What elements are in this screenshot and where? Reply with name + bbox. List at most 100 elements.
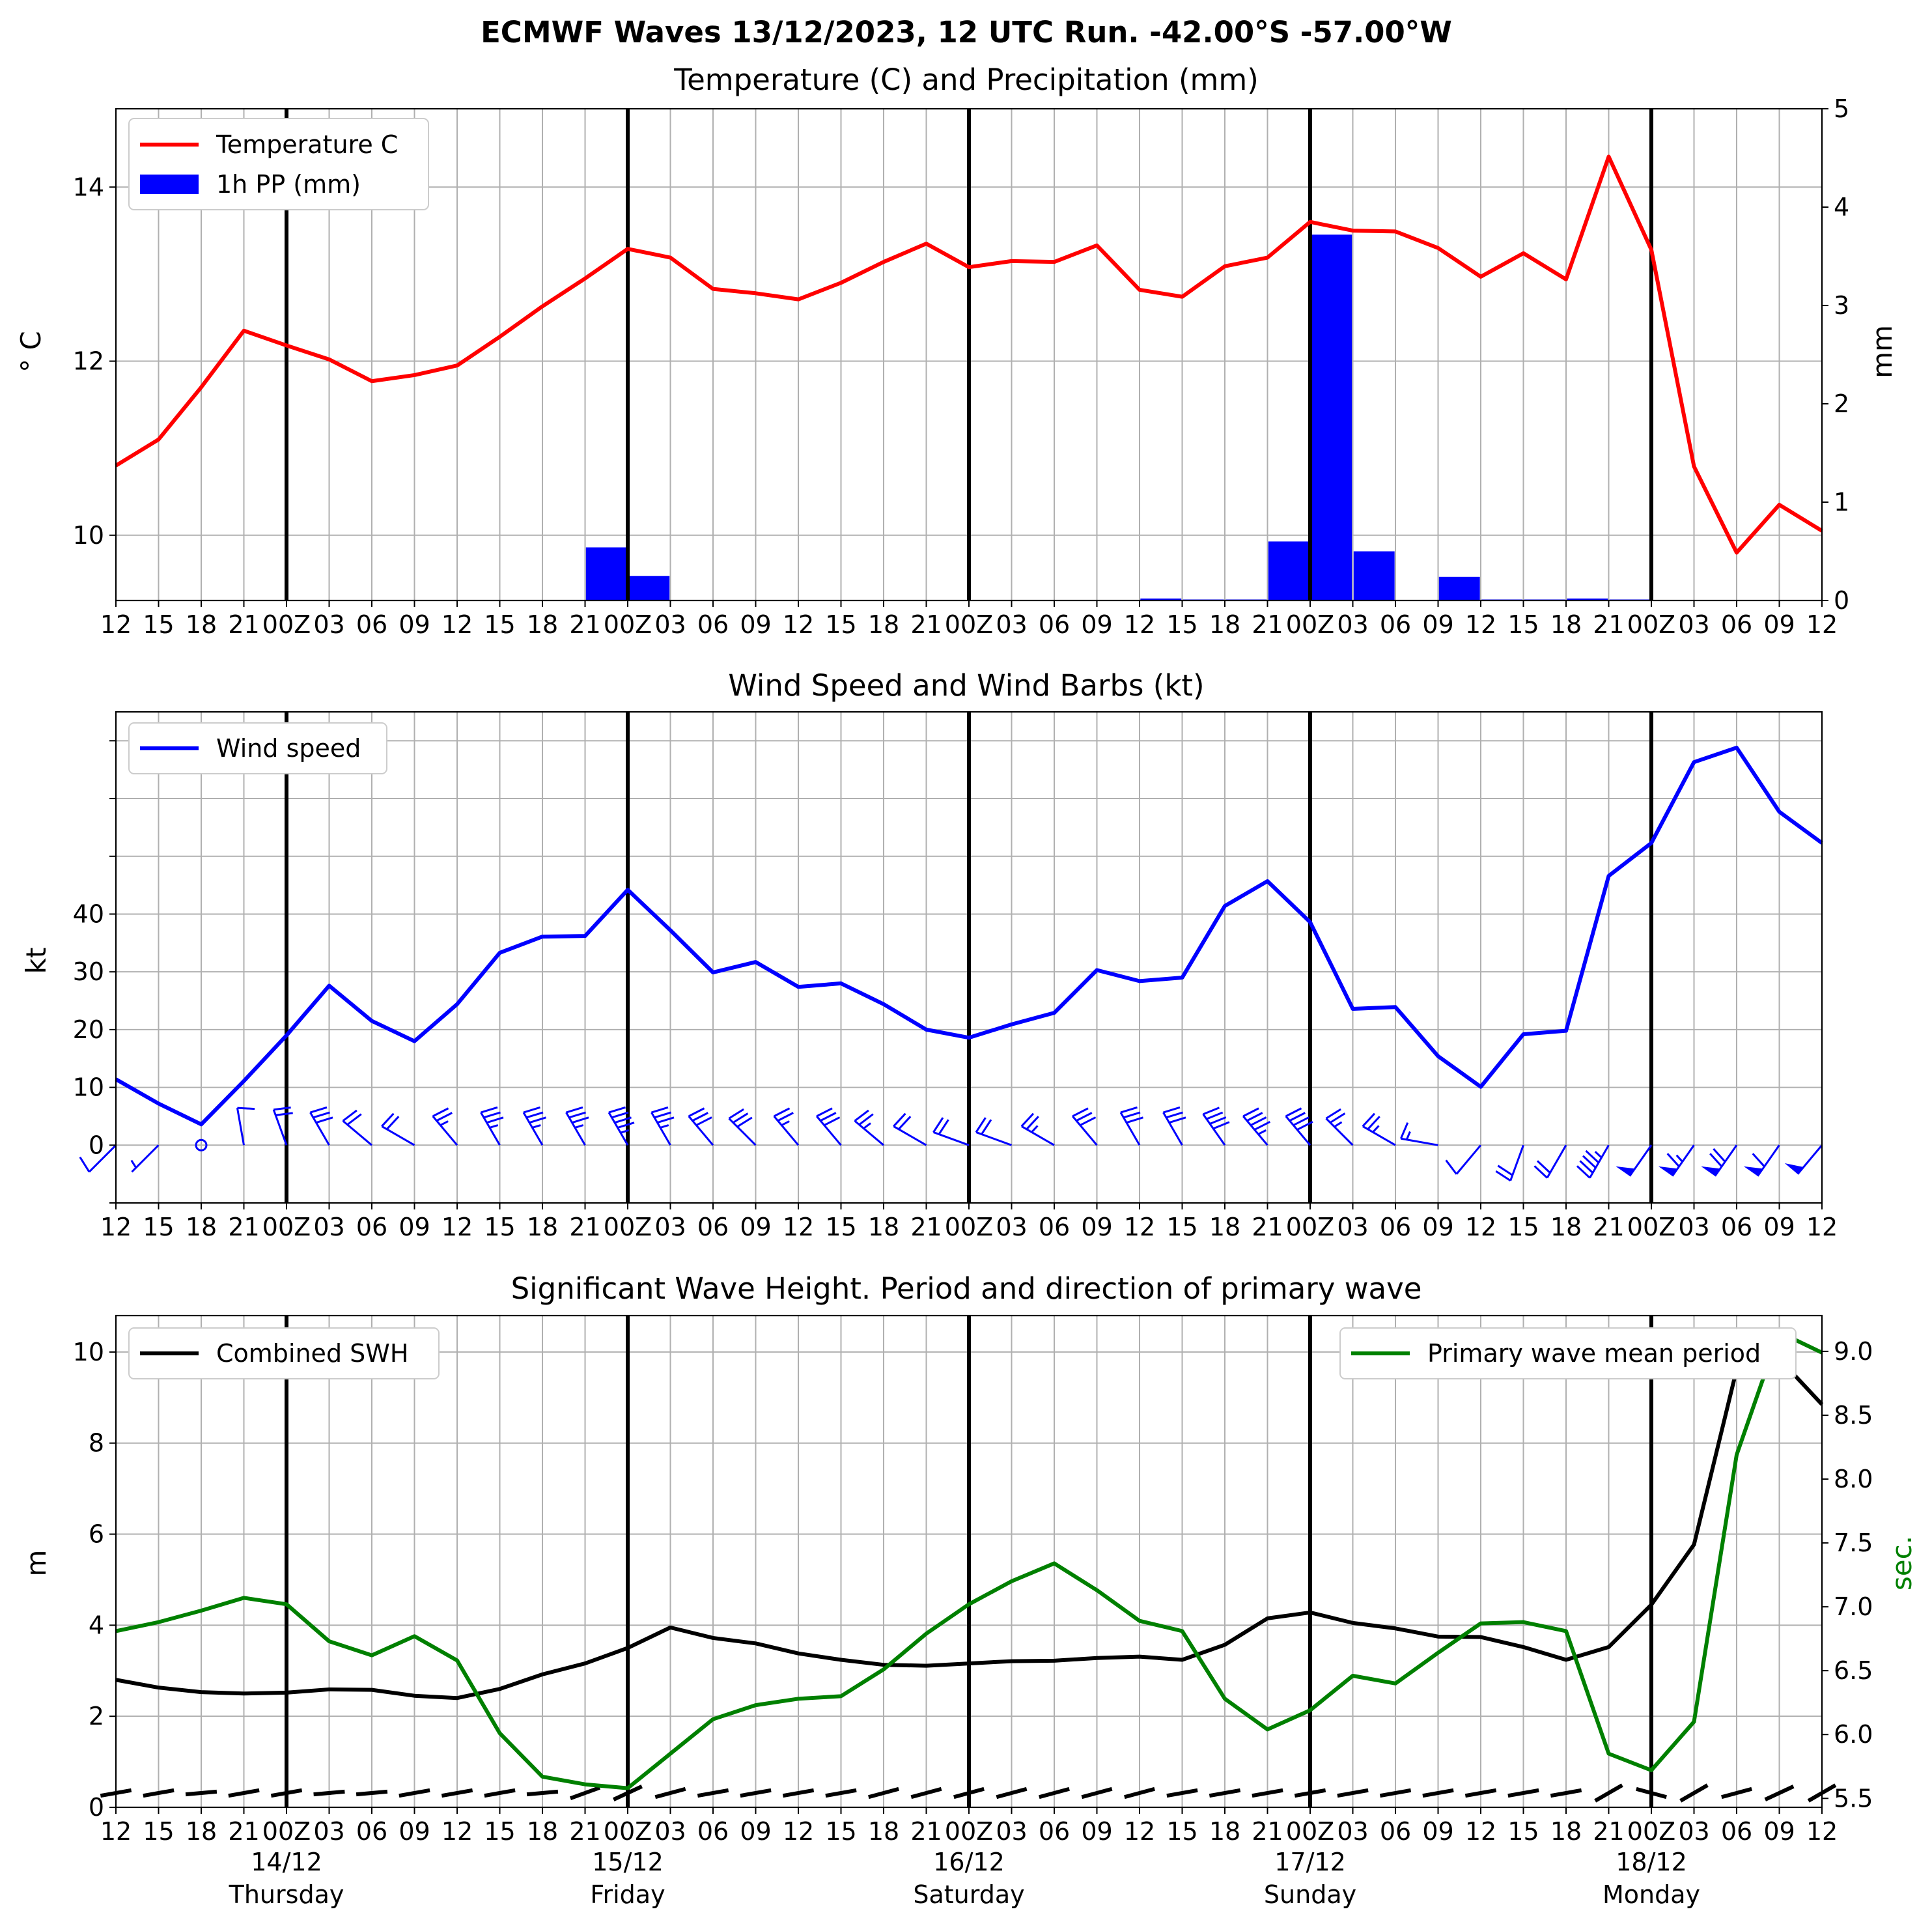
x-tick-label: 21: [569, 610, 600, 639]
x-tick-label: 15: [1507, 610, 1539, 639]
wind-barb-staff: [1714, 1144, 1738, 1177]
wave-direction-arrow: [313, 1789, 345, 1797]
x-tick-label: 03: [654, 610, 686, 639]
wind-barb: [1400, 1122, 1438, 1146]
x-tick-label: 09: [399, 610, 430, 639]
precip-bar: [1567, 598, 1608, 600]
wind-barb-full: [1367, 1116, 1380, 1130]
wind-barb: [1202, 1107, 1230, 1146]
x-tick-label: 00Z: [262, 1213, 311, 1241]
wind-barb-full: [1579, 1160, 1594, 1174]
wind-barb: [728, 1108, 757, 1146]
wind-barb-full: [1212, 1121, 1230, 1130]
wind-barb-full: [1400, 1122, 1409, 1139]
y-tick-label: 4: [89, 1611, 104, 1639]
x-tick-label: 15: [1166, 1213, 1197, 1241]
x-tick-label: 21: [910, 1213, 942, 1241]
wind-barb-full: [1026, 1116, 1039, 1130]
legend-temperature-label: Temperature C: [216, 130, 398, 159]
wind-barb-half: [1675, 1154, 1683, 1163]
wind-barb-full: [657, 1116, 675, 1124]
wind-barb: [1162, 1106, 1186, 1146]
y2-tick-label: 3: [1834, 291, 1849, 320]
x-tick-label: 12: [1124, 1213, 1155, 1241]
panel3-plot: 12 15 18 21 00Z 03 06 09 12 15 18 21 00Z 03 06 09 12 15 18…: [73, 1314, 1873, 1846]
panel2-title: Wind Speed and Wind Barbs (kt): [728, 668, 1204, 703]
wind-barb-full: [1330, 1112, 1346, 1123]
wind-barb-full: [1666, 1153, 1680, 1168]
x-tick-label: 15: [1507, 1817, 1539, 1846]
wind-barb-full: [526, 1111, 544, 1119]
y2-tick-label: 9.0: [1834, 1337, 1873, 1366]
x-tick-label: 00Z: [604, 1213, 652, 1241]
wind-barb-full: [728, 1108, 744, 1120]
wind-barb-full: [816, 1107, 833, 1118]
wind-barb: [608, 1106, 635, 1146]
wave-direction-arrow: [526, 1789, 559, 1797]
x-tick-label: 18: [1550, 1817, 1582, 1846]
wind-barb-full: [275, 1112, 293, 1116]
wind-barb-full: [1533, 1165, 1548, 1179]
wind-barb-full: [385, 1116, 400, 1130]
x-tick-label: 09: [399, 1213, 430, 1241]
x-tick-label: 09: [740, 1817, 771, 1846]
y2-tick-label: 7.0: [1834, 1592, 1873, 1621]
wind-barb: [381, 1112, 415, 1146]
wind-barb-flag: [1701, 1166, 1720, 1176]
wind-barb: [522, 1106, 546, 1146]
y2-tick-label: 8.5: [1834, 1401, 1873, 1430]
wind-barb-full: [614, 1116, 632, 1124]
wave-direction-arrow: [143, 1788, 175, 1798]
wave-direction-arrow: [1124, 1786, 1155, 1800]
wind-barb-full: [893, 1112, 906, 1127]
x-tick-label: 06: [1721, 1213, 1752, 1241]
x-tick-label: 15: [825, 610, 856, 639]
x-tick-label: 15: [825, 1213, 856, 1241]
wave-direction-arrow: [1721, 1786, 1752, 1800]
wind-barb-full: [1495, 1170, 1511, 1182]
wind-barb-half: [1031, 1125, 1039, 1133]
wind-barb-flag: [1784, 1163, 1804, 1174]
wind-barb-full: [654, 1111, 671, 1119]
wind-barb-full: [1120, 1106, 1138, 1114]
y2-tick-label: 5.5: [1834, 1784, 1873, 1813]
wind-barb-full: [938, 1119, 949, 1135]
wind-barb: [893, 1112, 927, 1146]
y2-tick-label: 8.0: [1834, 1465, 1873, 1493]
wind-barb-full: [1072, 1107, 1089, 1118]
wind-barb: [1743, 1144, 1780, 1177]
x-tick-label: 03: [1337, 1817, 1368, 1846]
wind-barb-full: [346, 1113, 362, 1125]
wind-barb-half: [489, 1124, 499, 1129]
day-date-label: 16/12: [933, 1848, 1005, 1876]
x-tick-label: 21: [1252, 610, 1283, 639]
wind-barb: [1325, 1108, 1354, 1146]
wave-direction-arrow: [740, 1788, 772, 1798]
y-tick-label: 12: [73, 347, 104, 376]
precip-bar: [585, 547, 627, 600]
y-tick-label: 10: [73, 1073, 104, 1102]
wind-barb-full: [1293, 1116, 1309, 1126]
wind-barb-full: [1445, 1159, 1457, 1175]
x-tick-label: 21: [1252, 1213, 1283, 1241]
x-tick-label: 12: [1465, 1817, 1496, 1846]
wind-barb-half: [130, 1159, 137, 1168]
y-tick-label: 14: [73, 173, 104, 201]
x-tick-label: 15: [143, 1817, 174, 1846]
wind-barb-half: [1372, 1125, 1380, 1133]
x-tick-label: 18: [1209, 1213, 1240, 1241]
x-tick-label: 09: [1081, 1817, 1112, 1846]
wind-barb-full: [1076, 1112, 1093, 1122]
wind-barb-full: [981, 1119, 992, 1135]
x-tick-label: 21: [1593, 1213, 1624, 1241]
x-tick-label: 09: [1763, 610, 1795, 639]
wind-barb-half: [781, 1120, 790, 1126]
precip-bar: [1438, 576, 1480, 600]
x-tick-label: 00Z: [945, 610, 993, 639]
x-tick-label: 00Z: [1627, 1817, 1675, 1846]
series-line-temperature-c: [115, 154, 1823, 555]
y-tick-label: 2: [89, 1702, 104, 1730]
panel3-legend-period: Primary wave mean period: [1339, 1327, 1797, 1379]
wind-barb-half: [660, 1124, 669, 1129]
